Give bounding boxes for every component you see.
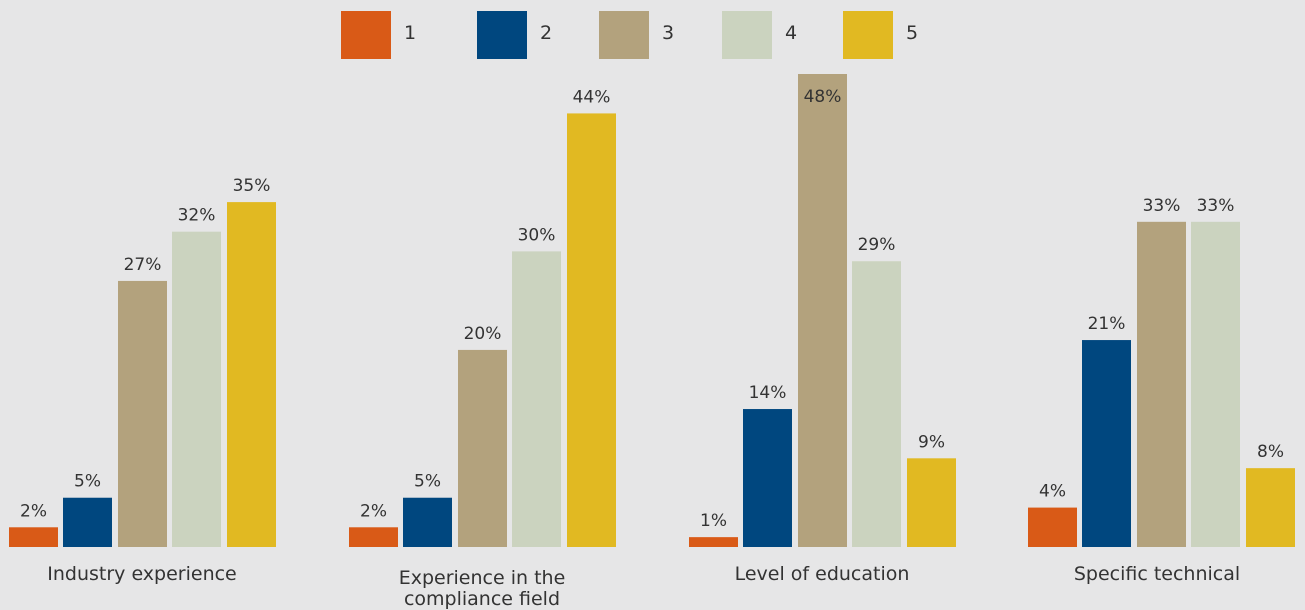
category-label-2: compliance field [404, 588, 560, 610]
bar-2-3 [458, 349, 507, 547]
data-label-3-3: 48% [804, 87, 842, 107]
category-label-1: Industry experience [47, 563, 237, 585]
bar-3-4 [852, 261, 901, 547]
chart-plot-area: 2% 5% 27% 32% 35% Industry experience 2% 5% 20% 3… [9, 74, 1295, 610]
data-label-1-1: 2% [20, 501, 47, 521]
data-label-4-2: 21% [1088, 314, 1126, 334]
bar-group-1: 2% 5% 27% 32% 35% Industry experience [9, 176, 276, 585]
category-label-4: Specific technical [1074, 563, 1240, 585]
bar-4-3 [1137, 221, 1186, 547]
bar-1-4 [172, 231, 221, 547]
bar-4-2 [1082, 340, 1131, 547]
bar-4-5 [1246, 468, 1295, 547]
data-label-2-4: 30% [518, 225, 556, 245]
category-label-2: Experience in the [399, 567, 566, 589]
legend-swatch-3 [599, 11, 649, 59]
chart-legend: 1 2 3 4 5 [341, 11, 918, 59]
bar-2-5 [567, 113, 616, 548]
legend-label-2: 2 [540, 22, 552, 44]
data-label-3-5: 9% [918, 432, 945, 452]
bar-group-3: 1% 14% 48% 29% 9% Level of education [689, 74, 956, 585]
bar-3-3 [798, 74, 847, 547]
data-label-3-2: 14% [749, 383, 787, 403]
legend-label-1: 1 [404, 22, 416, 44]
bar-2-1 [349, 527, 398, 547]
bar-group-2: 2% 5% 20% 30% 44% Experience in thecompliance… [349, 87, 616, 610]
legend-swatch-2 [477, 11, 527, 59]
legend-swatch-4 [722, 11, 772, 59]
legend-swatch-5 [843, 11, 893, 59]
category-label-3: Level of education [735, 563, 910, 585]
bar-3-5 [907, 458, 956, 547]
data-label-1-5: 35% [233, 176, 271, 196]
bar-4-4 [1191, 221, 1240, 547]
legend-swatch-1 [341, 11, 391, 59]
legend-label-4: 4 [785, 22, 797, 44]
bar-1-5 [227, 202, 276, 547]
data-label-2-1: 2% [360, 501, 387, 521]
data-label-4-5: 8% [1257, 442, 1284, 462]
data-label-4-4: 33% [1197, 196, 1235, 216]
data-label-1-3: 27% [124, 255, 162, 275]
data-label-2-5: 44% [573, 87, 611, 107]
data-label-4-3: 33% [1143, 196, 1181, 216]
bar-group-4: 4% 21% 33% 33% 8% Specific technical [1028, 196, 1295, 585]
bar-4-1 [1028, 507, 1077, 547]
bar-1-2 [63, 497, 112, 547]
bar-1-1 [9, 527, 58, 547]
data-label-1-2: 5% [74, 472, 101, 492]
bar-3-2 [743, 409, 792, 547]
data-label-4-1: 4% [1039, 482, 1066, 502]
bar-2-2 [403, 497, 452, 547]
data-label-1-4: 32% [178, 206, 216, 226]
bar-2-4 [512, 251, 561, 547]
data-label-3-1: 1% [700, 511, 727, 531]
bar-1-3 [118, 280, 167, 547]
data-label-2-2: 5% [414, 472, 441, 492]
data-label-3-4: 29% [858, 235, 896, 255]
legend-label-5: 5 [906, 22, 918, 44]
legend-label-3: 3 [662, 22, 674, 44]
data-label-2-3: 20% [464, 324, 502, 344]
bar-3-1 [689, 537, 738, 547]
